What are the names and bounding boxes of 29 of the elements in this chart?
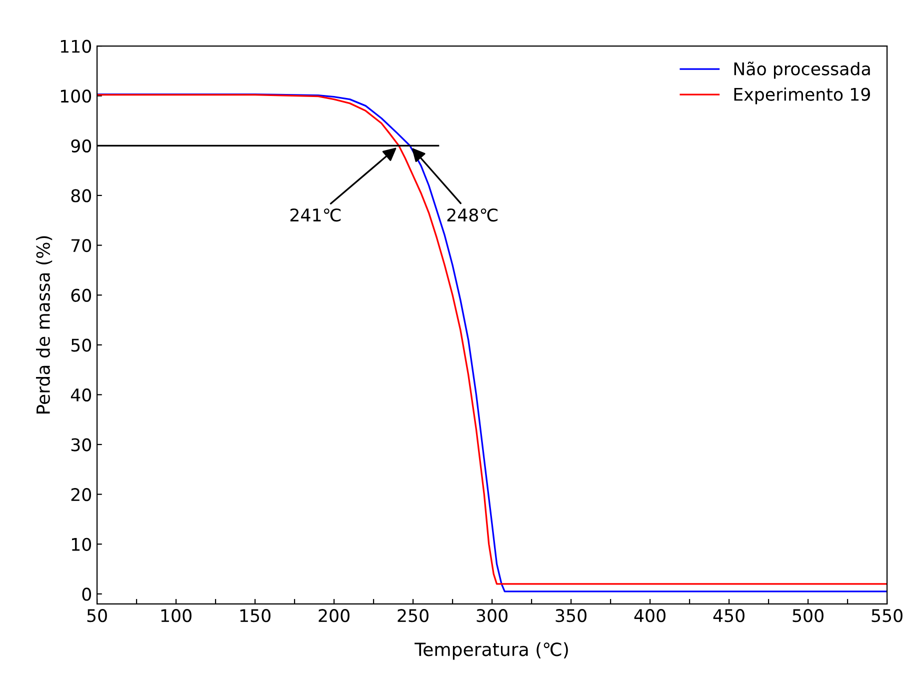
x-tick-label: 450: [713, 609, 744, 622]
legend-label: Não processada: [734, 62, 870, 79]
y-tick-label: 50: [71, 338, 92, 352]
x-tick-label: 50: [87, 609, 107, 622]
y-tick-label: 0: [82, 588, 92, 601]
y-tick-label: 60: [71, 288, 92, 302]
y-tick-label: 70: [72, 238, 92, 252]
x-tick-label: 350: [556, 609, 586, 622]
y-tick-label: 30: [71, 438, 92, 452]
x-tick-label: 300: [476, 609, 508, 622]
legend-label: Experimento 19: [734, 87, 870, 104]
y-tick-label: 100: [60, 90, 92, 103]
x-tick-label: 550: [872, 609, 902, 622]
x-tick-label: 500: [792, 609, 824, 622]
y-tick-label: 40: [70, 388, 92, 402]
x-tick-label: 400: [634, 609, 666, 622]
y-tick-label: 10: [72, 538, 92, 551]
annotation: 248℃: [447, 208, 498, 222]
x-tick-label: 200: [318, 609, 350, 622]
y-tick-label: 80: [71, 189, 92, 202]
x-tick-label: 250: [398, 609, 428, 622]
y-tick-label: 20: [71, 488, 92, 502]
y-tick-label: 110: [60, 40, 92, 53]
x-tick-label: 100: [161, 609, 192, 622]
annotation: 241℃: [290, 208, 341, 222]
y-axis-title: Perda de massa (%): [36, 236, 52, 414]
x-tick-label: 150: [240, 609, 270, 622]
x-axis-title: Temperatura (℃): [414, 642, 568, 660]
y-tick-label: 90: [71, 139, 92, 152]
